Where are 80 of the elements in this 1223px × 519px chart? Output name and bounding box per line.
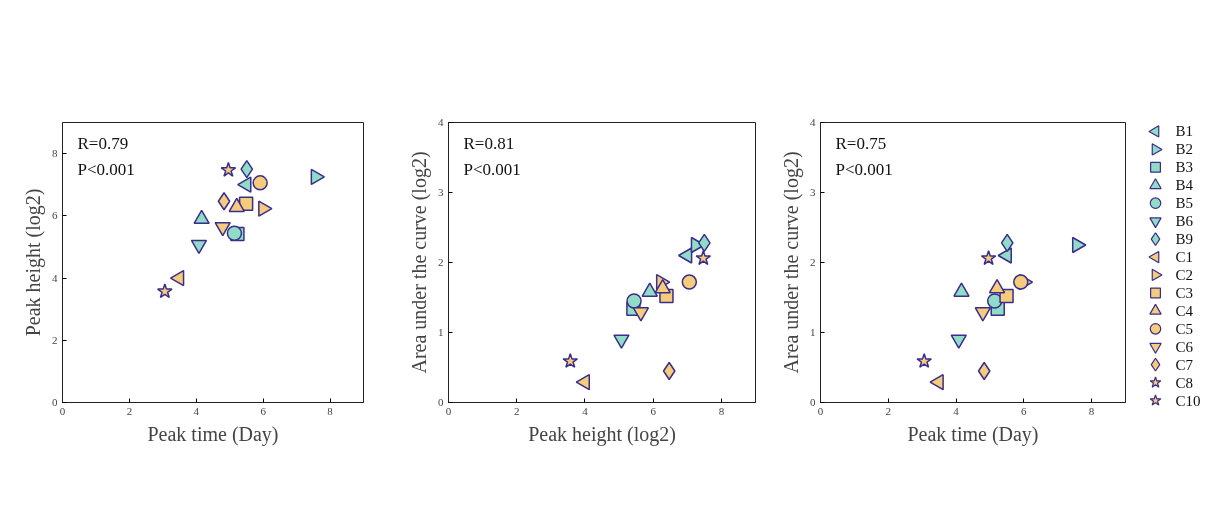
- y-tick-label: 2: [810, 256, 816, 268]
- y-tick-label: 8: [52, 147, 58, 160]
- x-tick-label: 8: [1088, 404, 1095, 417]
- point: [156, 283, 173, 299]
- legend-label: B4: [1175, 177, 1194, 194]
- y-tick-label: 2: [438, 256, 444, 268]
- point: [169, 269, 185, 287]
- point: [662, 361, 676, 381]
- legend-label: B6: [1175, 213, 1194, 230]
- point: [626, 293, 642, 309]
- annotation: P<0.001: [77, 159, 135, 179]
- legend-label: C4: [1175, 302, 1194, 319]
- legend-label: B2: [1175, 141, 1194, 158]
- annotation: P<0.001: [463, 159, 521, 179]
- x-axis-title: Peak time (Day): [147, 422, 279, 446]
- legend-label: B9: [1175, 231, 1194, 248]
- legend-label: C8: [1175, 374, 1194, 391]
- point: [999, 288, 1014, 304]
- x-axis-title: Peak time (Day): [907, 422, 1039, 446]
- point: [929, 373, 944, 391]
- x-tick-label: 8: [327, 404, 334, 417]
- y-tick-label: 4: [810, 116, 816, 128]
- y-axis-title: Peak height (log2): [22, 188, 45, 337]
- y-tick-label: 0: [52, 396, 58, 408]
- y-axis-title: Area under the curve (log2): [408, 151, 431, 374]
- point: [1071, 236, 1087, 254]
- y-tick-label: 6: [52, 209, 58, 222]
- legend-label: C5: [1175, 320, 1194, 337]
- y-tick-label: 2: [52, 333, 58, 346]
- y-axis-title: Area under the curve (log2): [780, 151, 803, 374]
- x-tick-label: 4: [582, 404, 589, 417]
- point: [217, 191, 231, 211]
- annotation: R=0.79: [77, 133, 129, 153]
- legend-label: B5: [1175, 195, 1194, 212]
- legend-label: C10: [1175, 392, 1201, 409]
- x-tick-label: 2: [885, 404, 892, 417]
- x-tick-label: 4: [953, 404, 960, 417]
- point: [228, 197, 245, 213]
- point: [681, 274, 698, 290]
- x-tick-label: 4: [193, 404, 200, 417]
- x-tick-label: 6: [650, 404, 657, 417]
- point: [575, 373, 591, 391]
- y-tick-label: 4: [52, 271, 58, 284]
- x-tick-label: 8: [718, 404, 725, 417]
- y-tick-label: 3: [438, 186, 444, 198]
- point: [980, 250, 997, 266]
- y-tick-label: 1: [438, 326, 444, 338]
- point: [193, 209, 210, 225]
- y-tick-label: 3: [810, 186, 816, 198]
- point: [562, 352, 579, 369]
- legend-label: C1: [1175, 249, 1194, 266]
- point: [252, 175, 268, 191]
- y-tick-label: 1: [810, 326, 816, 338]
- annotation: P<0.001: [835, 159, 893, 179]
- point: [226, 225, 243, 241]
- point: [310, 168, 326, 186]
- legend-label: C3: [1175, 284, 1194, 301]
- y-tick-label: 0: [438, 396, 444, 408]
- point: [240, 159, 254, 179]
- annotation: R=0.75: [835, 133, 887, 153]
- point: [977, 361, 991, 381]
- point: [697, 233, 711, 253]
- x-tick-label: 6: [1021, 404, 1028, 417]
- x-tick-label: 6: [260, 404, 267, 417]
- legend-label: C6: [1175, 338, 1194, 355]
- point: [695, 250, 712, 266]
- x-axis-title: Peak height (log2): [528, 422, 676, 446]
- point: [258, 200, 273, 217]
- legend-label: C2: [1175, 266, 1194, 283]
- point: [1000, 233, 1014, 253]
- x-tick-label: 2: [126, 404, 133, 417]
- annotation: R=0.81: [463, 133, 515, 153]
- legend-label: B3: [1175, 159, 1194, 176]
- point: [1013, 274, 1029, 290]
- legend-label: C7: [1175, 356, 1194, 373]
- point: [220, 161, 237, 177]
- legend-label: B1: [1175, 123, 1194, 140]
- x-tick-label: 2: [513, 404, 520, 417]
- y-tick-label: 0: [810, 396, 816, 408]
- y-tick-label: 4: [438, 116, 444, 128]
